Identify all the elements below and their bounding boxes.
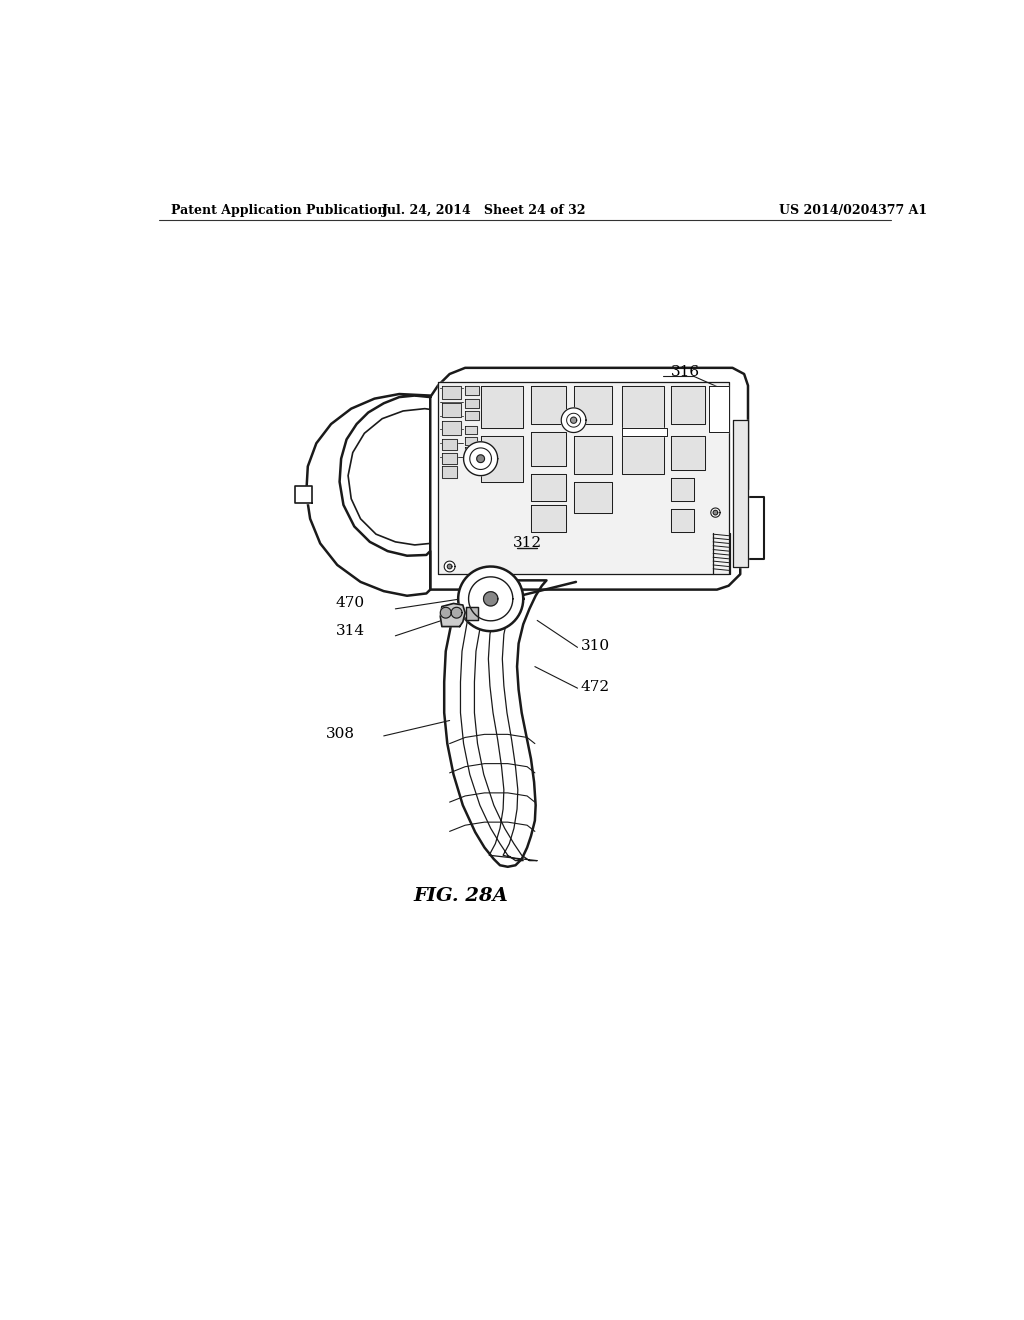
Polygon shape [732, 420, 748, 566]
Polygon shape [740, 498, 764, 558]
Polygon shape [573, 482, 612, 512]
Polygon shape [458, 566, 523, 631]
Polygon shape [713, 511, 718, 515]
Polygon shape [442, 438, 458, 450]
Polygon shape [442, 421, 461, 434]
Polygon shape [452, 607, 462, 618]
Polygon shape [622, 428, 667, 436]
Polygon shape [561, 408, 586, 433]
Polygon shape [573, 436, 612, 474]
Polygon shape [442, 453, 458, 465]
Polygon shape [306, 395, 430, 595]
Polygon shape [711, 508, 720, 517]
Polygon shape [438, 381, 729, 574]
Polygon shape [430, 368, 748, 590]
Text: US 2014/0204377 A1: US 2014/0204377 A1 [779, 205, 927, 218]
Polygon shape [531, 474, 566, 502]
Polygon shape [465, 399, 479, 408]
Polygon shape [622, 385, 665, 428]
Polygon shape [295, 486, 312, 503]
Text: 308: 308 [326, 727, 354, 742]
Polygon shape [531, 385, 566, 424]
Polygon shape [622, 436, 665, 474]
Polygon shape [465, 426, 477, 434]
Text: Patent Application Publication: Patent Application Publication [171, 205, 386, 218]
Text: 310: 310 [581, 639, 609, 653]
Polygon shape [444, 581, 547, 867]
Polygon shape [671, 508, 693, 532]
Polygon shape [480, 436, 523, 482]
Text: 472: 472 [581, 680, 609, 693]
Text: 314: 314 [336, 624, 365, 638]
Polygon shape [671, 385, 706, 424]
Polygon shape [465, 411, 479, 420]
Polygon shape [465, 385, 479, 395]
Polygon shape [464, 442, 498, 475]
Text: 312: 312 [513, 536, 542, 550]
Polygon shape [440, 603, 465, 627]
Polygon shape [570, 417, 577, 424]
Polygon shape [465, 447, 477, 455]
Polygon shape [444, 561, 455, 572]
Polygon shape [442, 385, 461, 400]
Polygon shape [465, 437, 477, 445]
Polygon shape [710, 385, 729, 432]
Polygon shape [671, 478, 693, 502]
Polygon shape [442, 404, 461, 417]
Text: 316: 316 [671, 366, 699, 379]
Polygon shape [442, 466, 458, 478]
Text: FIG. 28A: FIG. 28A [414, 887, 509, 906]
Polygon shape [531, 432, 566, 466]
Polygon shape [531, 506, 566, 532]
Polygon shape [440, 607, 452, 618]
Polygon shape [480, 385, 523, 428]
Text: 470: 470 [336, 595, 365, 610]
Text: Jul. 24, 2014   Sheet 24 of 32: Jul. 24, 2014 Sheet 24 of 32 [382, 205, 587, 218]
Polygon shape [671, 436, 706, 470]
Polygon shape [447, 564, 452, 569]
Polygon shape [483, 591, 498, 606]
Polygon shape [466, 607, 478, 620]
Polygon shape [477, 455, 484, 462]
Polygon shape [573, 385, 612, 424]
